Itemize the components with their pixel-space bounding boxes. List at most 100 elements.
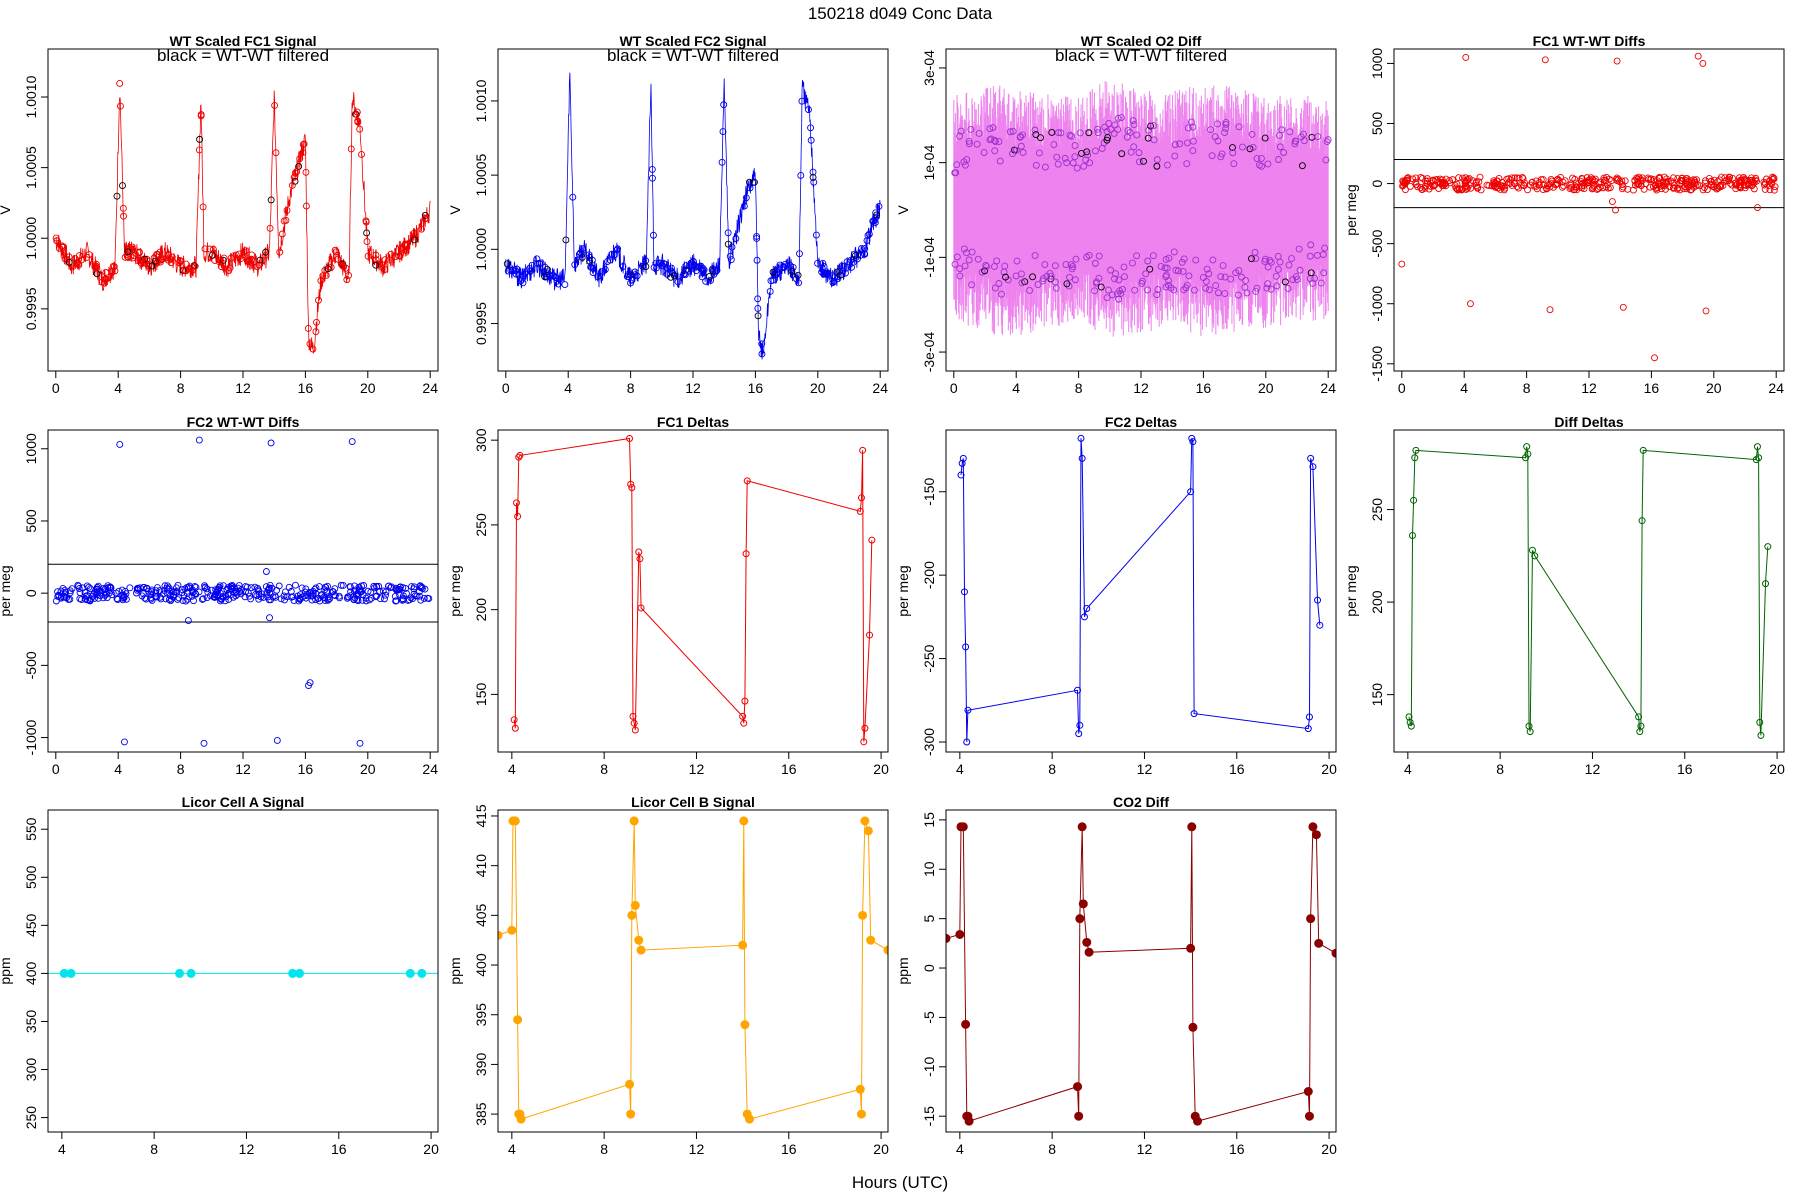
data-point <box>399 596 407 604</box>
data-point <box>1725 173 1733 181</box>
data-point <box>175 968 185 978</box>
data-point <box>379 587 387 595</box>
data-point <box>252 590 259 598</box>
data-point <box>1031 252 1039 260</box>
data-point <box>1755 454 1763 462</box>
data-point <box>993 257 1001 265</box>
data-point <box>1012 146 1020 154</box>
data-point <box>197 111 205 119</box>
data-point <box>1545 180 1553 188</box>
outlier-point <box>348 438 356 446</box>
data-point <box>1264 160 1272 168</box>
data-point <box>1273 282 1281 290</box>
data-point <box>267 196 275 204</box>
data-point <box>283 206 291 214</box>
data-point <box>138 592 146 600</box>
outlier-point <box>120 738 128 746</box>
x-tick-label: 0 <box>52 761 60 777</box>
data-point <box>1276 143 1284 151</box>
data-point <box>1180 255 1188 263</box>
data-point <box>864 231 872 239</box>
data-point <box>1284 285 1292 292</box>
data-point <box>1101 123 1109 131</box>
data-point <box>172 588 179 596</box>
data-point <box>1307 454 1315 462</box>
data-point <box>1676 186 1684 194</box>
data-point <box>191 262 199 270</box>
data-point <box>1729 174 1736 182</box>
data-point <box>1031 126 1039 134</box>
data-point <box>626 1109 636 1119</box>
data-point <box>1590 182 1598 189</box>
y-tick-label: -1500 <box>1369 346 1385 382</box>
data-point <box>541 263 549 271</box>
data-point <box>280 592 288 600</box>
data-point <box>421 211 429 219</box>
data-point <box>411 592 419 600</box>
data-point <box>1032 131 1040 139</box>
plot-frame <box>1393 429 1785 753</box>
data-point <box>1311 274 1319 282</box>
data-point <box>1515 174 1523 182</box>
data-point <box>1595 180 1603 188</box>
data-point <box>1535 181 1543 189</box>
data-point <box>1322 156 1330 164</box>
x-tick-label: 12 <box>235 761 251 777</box>
data-point <box>1153 291 1161 299</box>
data-point <box>990 263 998 271</box>
y-tick-label: 395 <box>473 1003 489 1027</box>
outlier-point <box>1619 303 1627 311</box>
data-point <box>85 251 93 259</box>
x-tick-label: 16 <box>1229 1141 1245 1157</box>
data-point <box>339 262 347 270</box>
data-point <box>1264 263 1272 271</box>
data-point <box>1071 276 1079 284</box>
data-point <box>1276 131 1283 139</box>
data-point <box>1066 131 1074 139</box>
data-point <box>1214 289 1222 297</box>
data-point <box>253 263 261 271</box>
figure-xlabel: Hours (UTC) <box>852 1173 948 1192</box>
x-tick-label: 16 <box>1196 380 1212 396</box>
data-point <box>1752 174 1760 182</box>
data-point <box>313 318 320 326</box>
data-point <box>309 587 317 595</box>
data-point <box>299 149 307 156</box>
data-point <box>636 555 644 563</box>
data-point <box>1258 162 1266 170</box>
y-tick-label: 300 <box>23 1058 39 1082</box>
data-point <box>973 140 981 148</box>
data-point <box>1232 269 1240 277</box>
data-point <box>1417 183 1425 191</box>
data-point <box>809 173 817 181</box>
data-point <box>960 245 968 253</box>
data-point <box>394 586 402 594</box>
plot-frame <box>497 48 889 372</box>
x-tick-label: 12 <box>1133 380 1149 396</box>
x-tick-label: 8 <box>1048 761 1056 777</box>
data-point <box>1170 248 1178 256</box>
data-point <box>1071 142 1079 149</box>
data-point <box>60 243 68 251</box>
y-axis-label: V <box>895 205 911 215</box>
data-point <box>788 267 796 275</box>
data-point <box>728 243 736 251</box>
data-point <box>1446 179 1454 187</box>
data-point <box>883 945 888 955</box>
data-point <box>1492 183 1499 191</box>
data-point <box>1149 122 1157 129</box>
data-point <box>1165 277 1173 285</box>
data-point <box>1467 184 1475 192</box>
data-point <box>674 278 682 286</box>
data-point <box>858 910 868 920</box>
data-point <box>312 596 320 604</box>
data-point <box>810 178 818 186</box>
data-point <box>1321 244 1329 252</box>
data-point <box>511 724 519 732</box>
data-point <box>863 826 873 836</box>
data-point <box>191 583 199 590</box>
data-point <box>586 257 594 265</box>
data-point <box>872 213 880 221</box>
data-point <box>961 161 969 169</box>
